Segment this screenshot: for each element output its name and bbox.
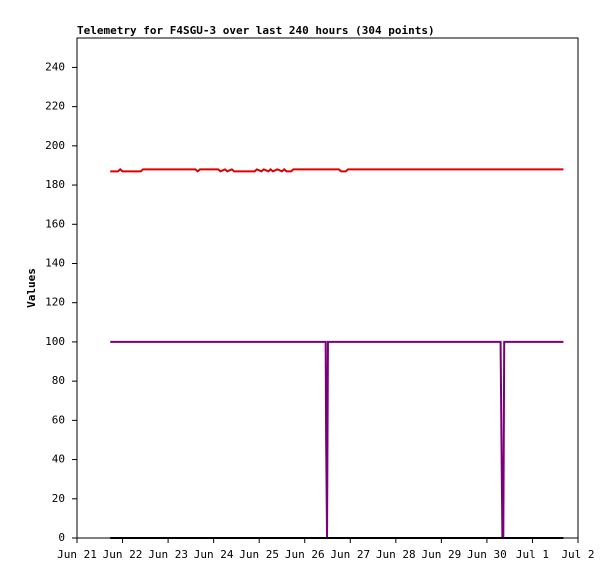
x-tick-label: Jul 1 <box>516 548 549 561</box>
x-tick-label: Jun 24 <box>194 548 234 561</box>
x-tick-label: Jun 23 <box>148 548 188 561</box>
y-tick-label: 240 <box>45 60 65 73</box>
y-tick-label: 80 <box>52 374 65 387</box>
x-tick-label: Jun 22 <box>103 548 143 561</box>
x-tick-label: Jun 27 <box>330 548 370 561</box>
y-tick-label: 140 <box>45 256 65 269</box>
y-tick-label: 180 <box>45 178 65 191</box>
chart-title: Telemetry for F4SGU-3 over last 240 hour… <box>77 24 435 37</box>
x-tick-label: Jul 2 <box>561 548 594 561</box>
y-tick-label: 160 <box>45 217 65 230</box>
series-line <box>110 340 564 539</box>
x-tick-label: Jun 26 <box>285 548 325 561</box>
y-tick-label: 220 <box>45 100 65 113</box>
x-tick-label: Jun 29 <box>421 548 461 561</box>
y-tick-label: 20 <box>52 492 65 505</box>
y-tick-label: 100 <box>45 335 65 348</box>
series-line <box>110 168 564 173</box>
y-tick-label: 200 <box>45 139 65 152</box>
x-tick-label: Jun 21 <box>57 548 97 561</box>
y-tick-label: 0 <box>58 531 65 544</box>
y-tick-label: 40 <box>52 453 65 466</box>
y-tick-label: 120 <box>45 296 65 309</box>
y-tick-label: 60 <box>52 413 65 426</box>
x-tick-label: Jun 25 <box>239 548 279 561</box>
x-tick-label: Jun 30 <box>467 548 507 561</box>
y-axis-label: Values <box>25 268 38 308</box>
x-tick-label: Jun 28 <box>376 548 416 561</box>
